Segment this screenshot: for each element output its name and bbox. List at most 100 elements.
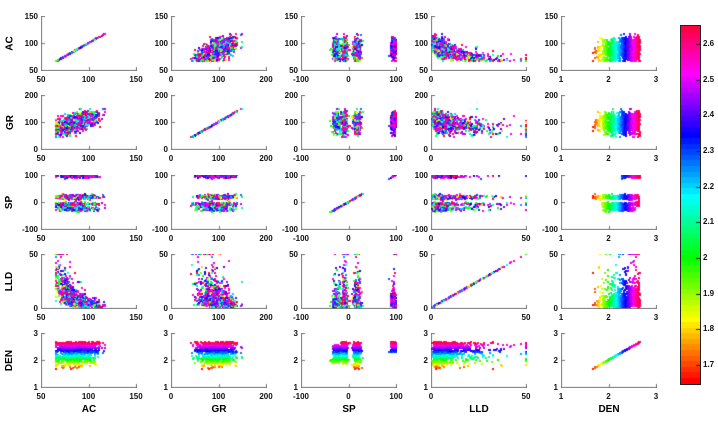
x-tick-label-GR-vs-DEN: 3 <box>653 154 659 163</box>
colorbar-tick-label: 2.5 <box>703 74 715 84</box>
y-tick-label-AC-vs-LLD: 100 <box>414 39 428 48</box>
y-tick-label-GR-vs-SP: 0 <box>293 145 298 154</box>
x-tick-label-AC-vs-GR: 0 <box>168 75 174 84</box>
row-label-SP: SP <box>4 195 16 210</box>
y-tick-label-SP-vs-GR: -100 <box>151 225 168 234</box>
x-tick-label-GR-vs-SP: 100 <box>389 154 403 163</box>
y-tick-label-AC-vs-SP: 100 <box>284 39 298 48</box>
x-tick-label-LLD-vs-AC: 100 <box>81 313 96 322</box>
x-tick-label-GR-vs-SP: 0 <box>346 154 351 163</box>
colorbar-tick-label: 2.1 <box>703 217 715 227</box>
colorbar-tick-label: 1.7 <box>703 360 715 370</box>
row-label-box-LLD: LLD <box>1 254 19 309</box>
scatter-canvas-GR-vs-DEN <box>561 95 657 150</box>
scatter-canvas-SP-vs-SP <box>301 175 397 230</box>
x-tick-label-GR-vs-GR: 200 <box>259 154 273 163</box>
y-tick-label-DEN-vs-LLD: 1 <box>423 383 428 392</box>
y-tick-label-SP-vs-LLD: 0 <box>423 198 428 207</box>
scatter-canvas-AC-vs-GR <box>171 16 267 71</box>
x-tick-label-GR-vs-AC: 150 <box>129 154 143 163</box>
col-label-DEN: DEN <box>598 404 620 415</box>
scatter-canvas-LLD-vs-GR <box>171 254 267 309</box>
scatter-canvas-DEN-vs-DEN <box>561 333 657 388</box>
y-tick-label-LLD-vs-SP: 50 <box>289 250 298 259</box>
y-tick-label-DEN-vs-AC: 3 <box>33 329 38 338</box>
col-label-LLD: LLD <box>469 404 489 415</box>
scatter-canvas-LLD-vs-AC <box>41 254 137 309</box>
x-tick-label-SP-vs-DEN: 1 <box>558 234 564 243</box>
x-tick-label-DEN-vs-AC: 50 <box>36 392 46 401</box>
scatter-canvas-GR-vs-AC <box>41 95 137 150</box>
x-tick-label-AC-vs-SP: 0 <box>346 75 351 84</box>
scatter-canvas-LLD-vs-DEN <box>561 254 657 309</box>
x-tick-label-SP-vs-AC: 50 <box>36 234 46 243</box>
scatter-canvas-AC-vs-AC <box>41 16 137 71</box>
x-tick-label-SP-vs-GR: 200 <box>259 234 273 243</box>
y-tick-label-LLD-vs-DEN: 50 <box>549 250 558 259</box>
scatter-canvas-GR-vs-LLD <box>431 95 527 150</box>
y-tick-label-DEN-vs-GR: 3 <box>163 329 168 338</box>
y-tick-label-GR-vs-LLD: 0 <box>423 145 428 154</box>
x-tick-label-DEN-vs-GR: 200 <box>259 392 273 401</box>
x-tick-label-AC-vs-LLD: 50 <box>521 75 531 84</box>
scatter-canvas-DEN-vs-GR <box>171 333 267 388</box>
x-tick-label-DEN-vs-GR: 100 <box>211 392 226 401</box>
y-tick-label-DEN-vs-GR: 2 <box>163 356 168 365</box>
x-tick-label-SP-vs-DEN: 2 <box>606 234 611 243</box>
x-tick-label-DEN-vs-DEN: 2 <box>606 392 611 401</box>
x-tick-label-AC-vs-GR: 100 <box>211 75 226 84</box>
row-label-DEN: DEN <box>4 349 16 372</box>
x-tick-label-LLD-vs-SP: 0 <box>346 313 351 322</box>
y-tick-label-AC-vs-SP: 150 <box>284 12 298 21</box>
x-tick-label-LLD-vs-LLD: 50 <box>521 313 531 322</box>
y-tick-label-SP-vs-DEN: 0 <box>553 198 558 207</box>
x-tick-label-SP-vs-SP: -100 <box>292 234 309 243</box>
y-tick-label-GR-vs-DEN: 0 <box>553 145 558 154</box>
y-tick-label-GR-vs-SP: 200 <box>284 91 298 100</box>
x-tick-label-DEN-vs-LLD: 0 <box>428 392 434 401</box>
y-tick-label-LLD-vs-AC: 50 <box>29 250 38 259</box>
x-tick-label-DEN-vs-DEN: 3 <box>653 392 659 401</box>
scatter-canvas-LLD-vs-SP <box>301 254 397 309</box>
y-tick-label-AC-vs-AC: 150 <box>24 12 38 21</box>
y-tick-label-GR-vs-GR: 200 <box>154 91 168 100</box>
row-label-LLD: LLD <box>4 271 16 292</box>
y-tick-label-GR-vs-SP: 100 <box>284 118 298 127</box>
y-tick-label-AC-vs-LLD: 150 <box>414 12 428 21</box>
scatter-canvas-DEN-vs-AC <box>41 333 137 388</box>
x-tick-label-LLD-vs-DEN: 2 <box>606 313 611 322</box>
y-tick-label-GR-vs-DEN: 200 <box>544 91 558 100</box>
y-tick-label-SP-vs-LLD: 100 <box>414 171 428 180</box>
y-tick-label-GR-vs-AC: 0 <box>33 145 38 154</box>
y-tick-label-LLD-vs-GR: 50 <box>159 250 168 259</box>
y-tick-label-GR-vs-GR: 100 <box>154 118 168 127</box>
x-tick-label-LLD-vs-GR: 0 <box>168 313 174 322</box>
x-tick-label-LLD-vs-DEN: 3 <box>653 313 659 322</box>
x-tick-label-GR-vs-LLD: 0 <box>428 154 434 163</box>
row-label-GR: GR <box>4 115 16 130</box>
x-tick-label-SP-vs-SP: 0 <box>346 234 351 243</box>
y-tick-label-SP-vs-AC: 100 <box>24 171 38 180</box>
y-tick-label-DEN-vs-SP: 1 <box>293 383 298 392</box>
scatter-canvas-AC-vs-DEN <box>561 16 657 71</box>
y-tick-label-SP-vs-SP: 0 <box>293 198 298 207</box>
y-tick-label-SP-vs-SP: 100 <box>284 171 298 180</box>
colorbar-tick-label: 2 <box>703 253 708 263</box>
y-tick-label-DEN-vs-LLD: 3 <box>423 329 428 338</box>
scatter-canvas-SP-vs-LLD <box>431 175 527 230</box>
col-label-GR: GR <box>211 404 227 415</box>
y-tick-label-DEN-vs-AC: 2 <box>33 356 38 365</box>
row-label-box-AC: AC <box>1 16 19 71</box>
y-tick-label-DEN-vs-DEN: 1 <box>553 383 558 392</box>
row-label-AC: AC <box>4 36 16 51</box>
y-tick-label-AC-vs-DEN: 100 <box>544 39 558 48</box>
x-tick-label-GR-vs-GR: 0 <box>168 154 174 163</box>
x-tick-label-AC-vs-AC: 100 <box>81 75 96 84</box>
y-tick-label-LLD-vs-DEN: 0 <box>553 304 558 313</box>
colorbar-gradient <box>680 25 701 385</box>
y-tick-label-LLD-vs-LLD: 50 <box>419 250 428 259</box>
x-tick-label-GR-vs-GR: 100 <box>211 154 226 163</box>
x-tick-label-SP-vs-GR: 0 <box>168 234 174 243</box>
colorbar-tick-label: 2.3 <box>703 145 715 155</box>
